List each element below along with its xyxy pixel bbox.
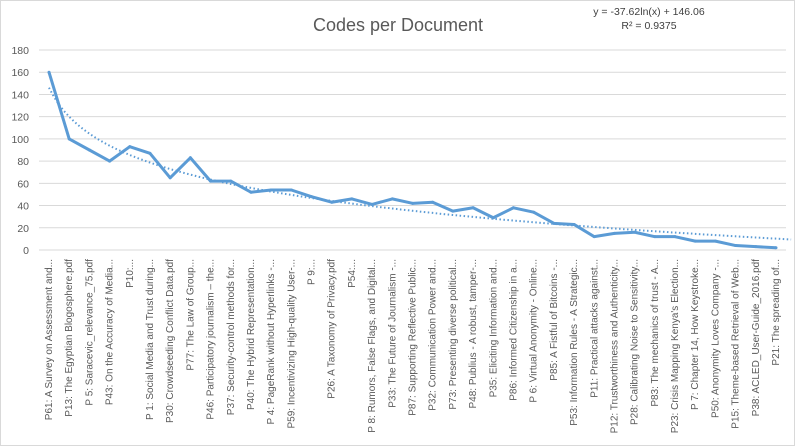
x-tick-label: P 7: Chapter 14, How Keystroke... [690, 259, 701, 410]
y-tick-label: 0 [23, 245, 29, 257]
x-tick-label: P83: The mechanics of trust - A... [650, 259, 661, 407]
data-point [431, 200, 435, 204]
data-point [713, 239, 717, 243]
x-tick-label: P37: Security-control methods for... [226, 259, 237, 415]
data-point [229, 179, 233, 183]
trendline [48, 87, 792, 241]
series-line [47, 71, 777, 250]
x-tick-label: P11: Practical attacks against... [589, 259, 600, 398]
x-tick-label: P 9:... [307, 259, 318, 285]
data-point [734, 244, 738, 248]
data-point [552, 221, 556, 225]
trendline-equation: y = -37.62ln(x) + 146.06 [593, 6, 705, 18]
data-point [128, 145, 132, 149]
y-tick-label: 20 [17, 223, 29, 235]
data-point [108, 159, 112, 163]
data-point [310, 195, 314, 199]
y-tick-label: 60 [17, 178, 29, 190]
y-tick-label: 180 [11, 45, 29, 57]
x-tick-label: P13: The Egyptian Blogosphere.pdf [64, 259, 75, 417]
x-tick-label: P15: Theme-based Retrieval of Web... [731, 259, 742, 429]
data-point [451, 209, 455, 213]
data-point [673, 235, 677, 239]
data-point [411, 201, 414, 205]
data-point [532, 210, 536, 214]
data-point [47, 70, 51, 74]
x-tick-label: P10:... [125, 259, 136, 288]
y-tick-label: 160 [11, 67, 29, 79]
x-tick-label: P40: The Hybrid Representation... [246, 259, 257, 410]
data-point [693, 239, 697, 243]
chart-title: Codes per Document [313, 15, 483, 35]
x-tick-label: P77: The Law of Group... [185, 259, 196, 371]
data-point [67, 137, 71, 141]
x-tick-label: P28: Calibrating Noise to Sensitivity... [630, 259, 641, 425]
data-point [390, 197, 394, 201]
data-point [511, 206, 515, 210]
x-tick-label: P21: The spreading of... [771, 259, 782, 366]
x-tick-label: P26: A Taxonomy of Privacy.pdf [327, 259, 338, 399]
data-point [168, 176, 172, 180]
y-tick-label: 40 [17, 201, 29, 213]
x-tick-label: P87: Supporting Reflective Public... [408, 259, 419, 416]
data-point [148, 151, 152, 155]
data-point [633, 230, 637, 234]
y-tick-label: 80 [17, 156, 29, 168]
x-tick-label: P 4: PageRank without Hyperlinks -... [266, 259, 277, 424]
x-tick-label: P53: Information Rules - A Strategic... [569, 259, 580, 426]
x-tick-label: P 8: Rumors, False Flags, and Digital... [367, 259, 378, 433]
trendline-r-squared: R² = 0.9375 [621, 20, 676, 32]
x-tick-label: P48: Publius - A robust, tamper-... [468, 259, 479, 409]
x-tick-label: P85: A Fistful of Bitcoins -... [549, 259, 560, 381]
x-tick-label: P 5: Saracevic_relevance_75.pdf [84, 259, 95, 406]
data-point [330, 200, 334, 204]
y-tick-label: 100 [11, 134, 29, 146]
data-point [188, 156, 192, 160]
x-tick-label: P 6: Virtual Anonymity - Online... [529, 259, 540, 403]
data-point [754, 245, 758, 249]
x-tick-label: P33: The Future of Journalism -... [387, 259, 398, 408]
x-tick-label: P86: Informed Citizenship in a... [508, 259, 519, 401]
x-tick-label: P59: Incentivizing High-quality User-... [286, 259, 297, 429]
x-tick-label: P35: Eliciting Information and... [488, 259, 499, 397]
x-tick-label: P50: Anonymity Loves Company -... [710, 259, 721, 418]
x-tick-label: P43: On the Accuracy of Media... [105, 259, 116, 405]
data-point [350, 197, 354, 201]
data-point [612, 231, 616, 235]
x-tick-label: P30: Crowdseeding Conflict Data.pdf [165, 259, 176, 423]
data-point [289, 188, 293, 192]
x-tick-label: P23: Crisis Mapping Kenya's Election... [670, 259, 681, 433]
data-point [653, 235, 657, 239]
data-point [269, 188, 273, 192]
x-tick-label: P38: ACLED_User-Guide_2016.pdf [751, 259, 762, 417]
x-tick-label: P12: Trustworthiness and Authenticity... [609, 259, 620, 433]
data-point [249, 190, 253, 194]
x-tick-label: P32: Communication Power and... [428, 259, 439, 411]
x-tick-label: P 1: Social Media and Trust during... [145, 259, 156, 420]
data-point [592, 235, 596, 239]
data-point [774, 246, 778, 250]
y-tick-label: 120 [11, 112, 29, 124]
data-point [87, 148, 91, 152]
x-tick-label: P73: Presenting diverse political... [448, 259, 459, 410]
x-tick-label: P46: Participatory journalism – the... [206, 259, 217, 420]
y-tick-label: 140 [11, 89, 29, 101]
data-point [491, 216, 495, 220]
data-point [471, 206, 475, 210]
x-tick-label: P61: A Survey on Assessment and... [44, 259, 55, 420]
data-point [572, 222, 576, 226]
data-point [370, 202, 374, 206]
x-tick-label: P54:... [347, 259, 358, 288]
data-point [209, 179, 213, 183]
